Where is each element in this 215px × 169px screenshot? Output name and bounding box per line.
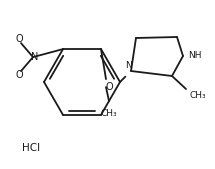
Text: HCl: HCl — [22, 143, 40, 153]
Text: N: N — [125, 62, 131, 70]
Text: CH₃: CH₃ — [101, 109, 117, 118]
Text: O: O — [105, 82, 113, 92]
Text: N: N — [31, 52, 39, 62]
Text: O: O — [15, 70, 23, 80]
Text: O: O — [15, 34, 23, 44]
Text: CH₃: CH₃ — [189, 91, 206, 100]
Text: NH: NH — [188, 51, 201, 59]
